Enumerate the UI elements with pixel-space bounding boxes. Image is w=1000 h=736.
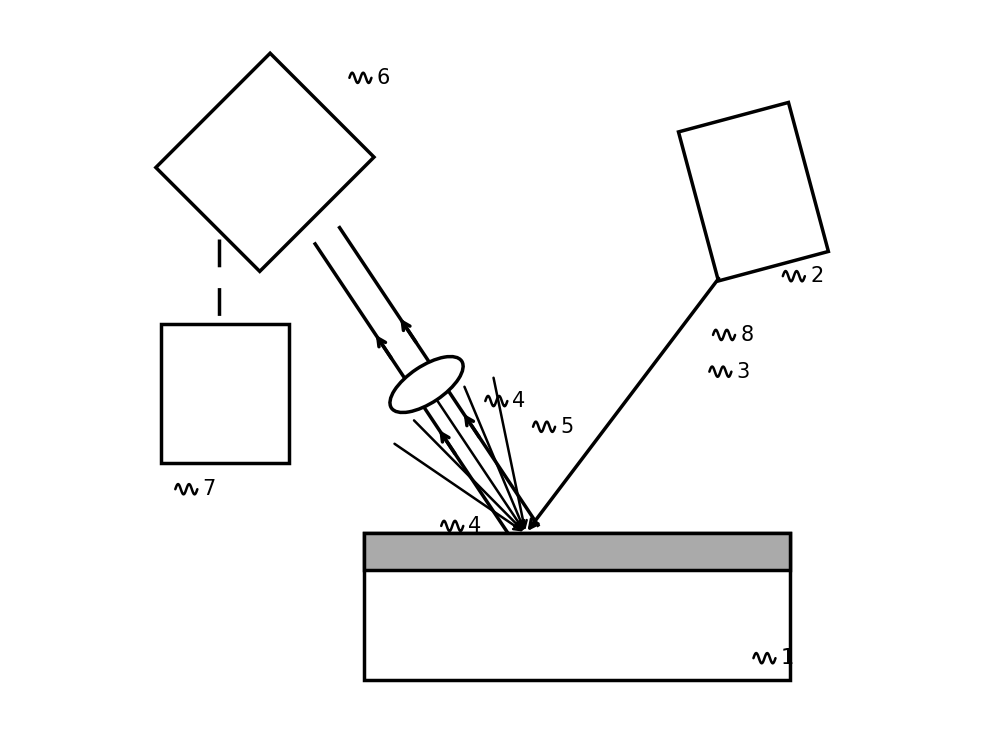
Text: 5: 5 bbox=[560, 417, 573, 436]
Text: 2: 2 bbox=[810, 266, 823, 286]
Text: 1: 1 bbox=[781, 648, 794, 668]
Bar bbox=[364, 534, 790, 680]
Text: 7: 7 bbox=[202, 479, 216, 499]
Bar bbox=[161, 324, 289, 464]
Polygon shape bbox=[678, 102, 828, 281]
Text: 8: 8 bbox=[740, 325, 753, 345]
Polygon shape bbox=[156, 53, 374, 272]
Ellipse shape bbox=[390, 356, 463, 412]
Text: 4: 4 bbox=[512, 391, 526, 411]
Text: 4: 4 bbox=[468, 516, 482, 536]
Text: 3: 3 bbox=[737, 361, 750, 382]
Bar bbox=[364, 534, 790, 570]
Text: 6: 6 bbox=[377, 68, 390, 88]
